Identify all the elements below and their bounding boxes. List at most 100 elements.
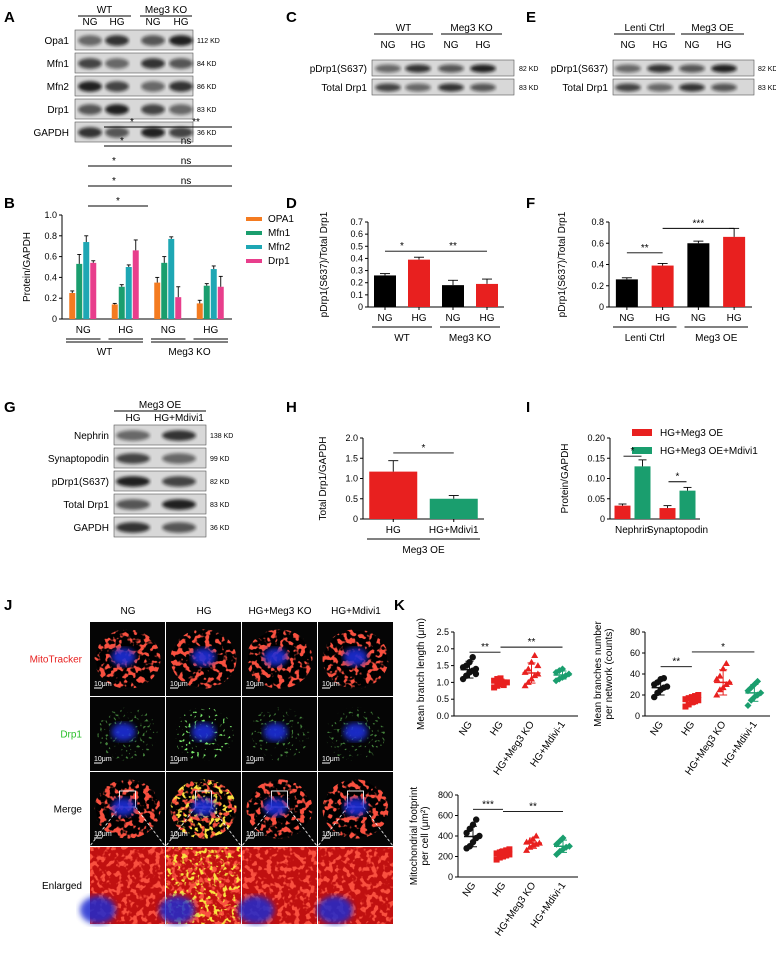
y-tick-label: 0 xyxy=(599,302,604,312)
blot-band xyxy=(105,35,129,46)
lane-label-hg: HG xyxy=(476,40,491,51)
significance-label: ** xyxy=(528,637,536,648)
blot-band xyxy=(679,64,705,73)
significance-label: ** xyxy=(192,117,200,128)
blot-band xyxy=(78,127,102,138)
blot-band xyxy=(162,453,196,464)
panel-label-J: J xyxy=(4,597,12,614)
zoom-guide xyxy=(211,806,242,847)
group-label-lenti-ctrl: Lenti Ctrl xyxy=(624,23,664,34)
y-axis-label: Protein/GAPDH xyxy=(22,232,33,302)
blot-kd-label: 86 KD xyxy=(197,84,216,91)
data-point xyxy=(713,691,721,698)
y-axis-label: Total Drp1/GAPDH xyxy=(318,437,329,521)
blot-row-label-total-drp1: Total Drp1 xyxy=(321,83,367,94)
x-tick-label: NG xyxy=(446,313,461,324)
y-tick-label: 0.2 xyxy=(350,278,363,288)
blot-band xyxy=(375,83,401,92)
y-tick-label: 2.5 xyxy=(436,627,449,637)
zoom-guide xyxy=(135,806,166,847)
blot-band xyxy=(116,453,150,464)
lane-label-ng: NG xyxy=(381,40,396,51)
significance-label: ** xyxy=(641,243,649,254)
blot-row-label-opa1: Opa1 xyxy=(45,36,70,47)
nucleus xyxy=(191,648,216,666)
chart-F: 0 0.2 0.4 0.6 0.8 pDrp1(S637)/Total Drp1 NG HG N… xyxy=(557,211,752,344)
lane-label-ng: NG xyxy=(146,17,161,28)
blot-band xyxy=(162,476,196,487)
blot-strip xyxy=(74,52,194,74)
y-tick-label: 0.4 xyxy=(350,253,363,263)
blot-band xyxy=(405,64,431,73)
bar-ng-2 xyxy=(687,243,710,307)
y-tick-label: 20 xyxy=(630,690,640,700)
scale-bar-label: 10μm xyxy=(246,681,264,688)
significance-label: * xyxy=(130,117,134,128)
bar-hg-meg3-oe-0 xyxy=(614,505,631,519)
significance-label: * xyxy=(120,136,124,147)
nucleus xyxy=(111,723,136,741)
group-label-wt: WT xyxy=(97,5,113,16)
zoom-guide xyxy=(317,806,348,847)
panel-label-E: E xyxy=(526,9,536,26)
lane-label-ng: NG xyxy=(83,17,98,28)
blot-row-label-gapdh: GAPDH xyxy=(73,523,109,534)
x-tick-label: HG xyxy=(118,325,133,336)
lane-label-hg: HG xyxy=(717,40,732,51)
bar-opa1-1 xyxy=(111,304,118,319)
blot-band xyxy=(78,58,102,69)
row-label-mitotracker: MitoTracker xyxy=(30,655,83,666)
blot-band xyxy=(162,522,196,533)
blot-band xyxy=(141,58,165,69)
blot-band xyxy=(162,430,196,441)
y-axis-label: Mean branch length (μm) xyxy=(416,618,427,730)
y-tick-label: 1.0 xyxy=(436,677,449,687)
nucleus xyxy=(343,723,368,741)
data-point xyxy=(500,682,507,689)
x-tick-label-hg: HG xyxy=(491,880,509,899)
y-tick-label: 0.4 xyxy=(44,272,57,282)
legend-label-mfn2: Mfn2 xyxy=(268,242,291,253)
blot-band xyxy=(615,64,641,73)
x-tick-label-nephrin: Nephrin xyxy=(615,525,650,536)
blot-band xyxy=(78,104,102,115)
data-point xyxy=(503,847,510,854)
significance-label: ns xyxy=(181,136,192,147)
significance-label: ** xyxy=(481,642,489,653)
legend-label-drp1: Drp1 xyxy=(268,256,290,267)
x-tick-label: NG xyxy=(378,313,393,324)
nucleus xyxy=(343,798,368,816)
y-tick-label: 800 xyxy=(438,790,453,800)
blot-band xyxy=(141,35,165,46)
data-point xyxy=(685,695,692,702)
x-tick-label: HG xyxy=(386,525,401,536)
row-label-drp1: Drp1 xyxy=(60,730,82,741)
y-axis-label: pDrp1(S637)/Total Drp1 xyxy=(319,211,330,317)
data-point xyxy=(531,652,539,659)
bar-hg-mdivi1-1 xyxy=(429,498,478,519)
bar-mfn2-2 xyxy=(168,238,175,319)
blot-kd-label: 36 KD xyxy=(197,130,216,137)
bar-hg-1 xyxy=(651,265,674,307)
blot-kd-label: 112 KD xyxy=(197,38,220,45)
y-tick-label: 0.6 xyxy=(44,252,57,262)
significance-label: * xyxy=(631,446,635,457)
scale-bar-label: 10μm xyxy=(94,681,112,688)
significance-label: *** xyxy=(482,799,494,810)
data-point xyxy=(682,703,689,710)
data-point xyxy=(531,672,539,679)
column-label-hg-meg3-ko: HG+Meg3 KO xyxy=(248,606,311,617)
group-label-wt: WT xyxy=(97,347,113,358)
data-point xyxy=(695,692,702,698)
row-label-enlarged: Enlarged xyxy=(42,881,82,892)
x-tick-label-ng: NG xyxy=(648,719,666,738)
y-axis-label: pDrp1(S637)/Total Drp1 xyxy=(557,211,568,317)
y-tick-label: 1.0 xyxy=(44,210,57,220)
bar-drp1-3 xyxy=(217,286,224,319)
bar-mfn1-1 xyxy=(118,286,125,319)
y-tick-label: 0 xyxy=(600,514,605,524)
column-label-hg: HG xyxy=(197,606,212,617)
scale-bar-label: 10μm xyxy=(322,756,340,763)
blot-row-label-mfn2: Mfn2 xyxy=(47,82,70,93)
